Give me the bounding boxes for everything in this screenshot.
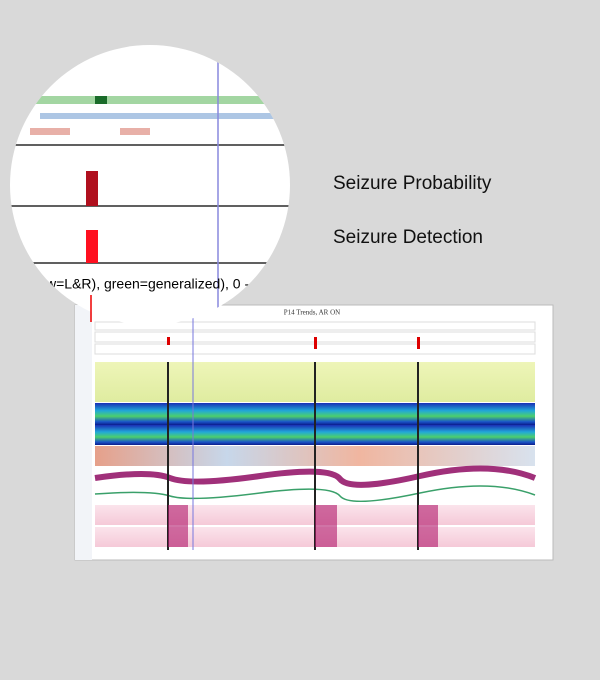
event-highlight xyxy=(418,505,438,547)
seizure-events xyxy=(167,318,438,550)
magnifier-caption: llow=L&R), green=generalized), 0 - 1 xyxy=(32,276,261,292)
trace xyxy=(94,485,536,503)
track xyxy=(94,321,536,331)
strip xyxy=(40,113,285,119)
event-marker xyxy=(314,337,317,349)
probability-bar xyxy=(86,171,98,206)
callout: Seizure Probability xyxy=(333,173,492,194)
strip xyxy=(30,128,70,135)
event-marker xyxy=(417,337,420,349)
strip xyxy=(95,96,107,104)
toolbar xyxy=(75,305,92,560)
event-highlight xyxy=(315,505,337,547)
strip xyxy=(35,96,285,104)
event-highlight xyxy=(168,505,188,547)
detection-bar xyxy=(86,230,98,263)
trace xyxy=(94,465,537,488)
callout: Seizure Detection xyxy=(333,227,483,248)
window-title: P14 Trends, AR ON xyxy=(284,309,340,317)
strip xyxy=(120,128,150,135)
event-marker xyxy=(167,337,170,345)
screenshot: P14 Trends, AR ON xyxy=(74,304,554,561)
magnifier: llow=L&R), green=generalized), 0 - 1 xyxy=(10,45,290,325)
